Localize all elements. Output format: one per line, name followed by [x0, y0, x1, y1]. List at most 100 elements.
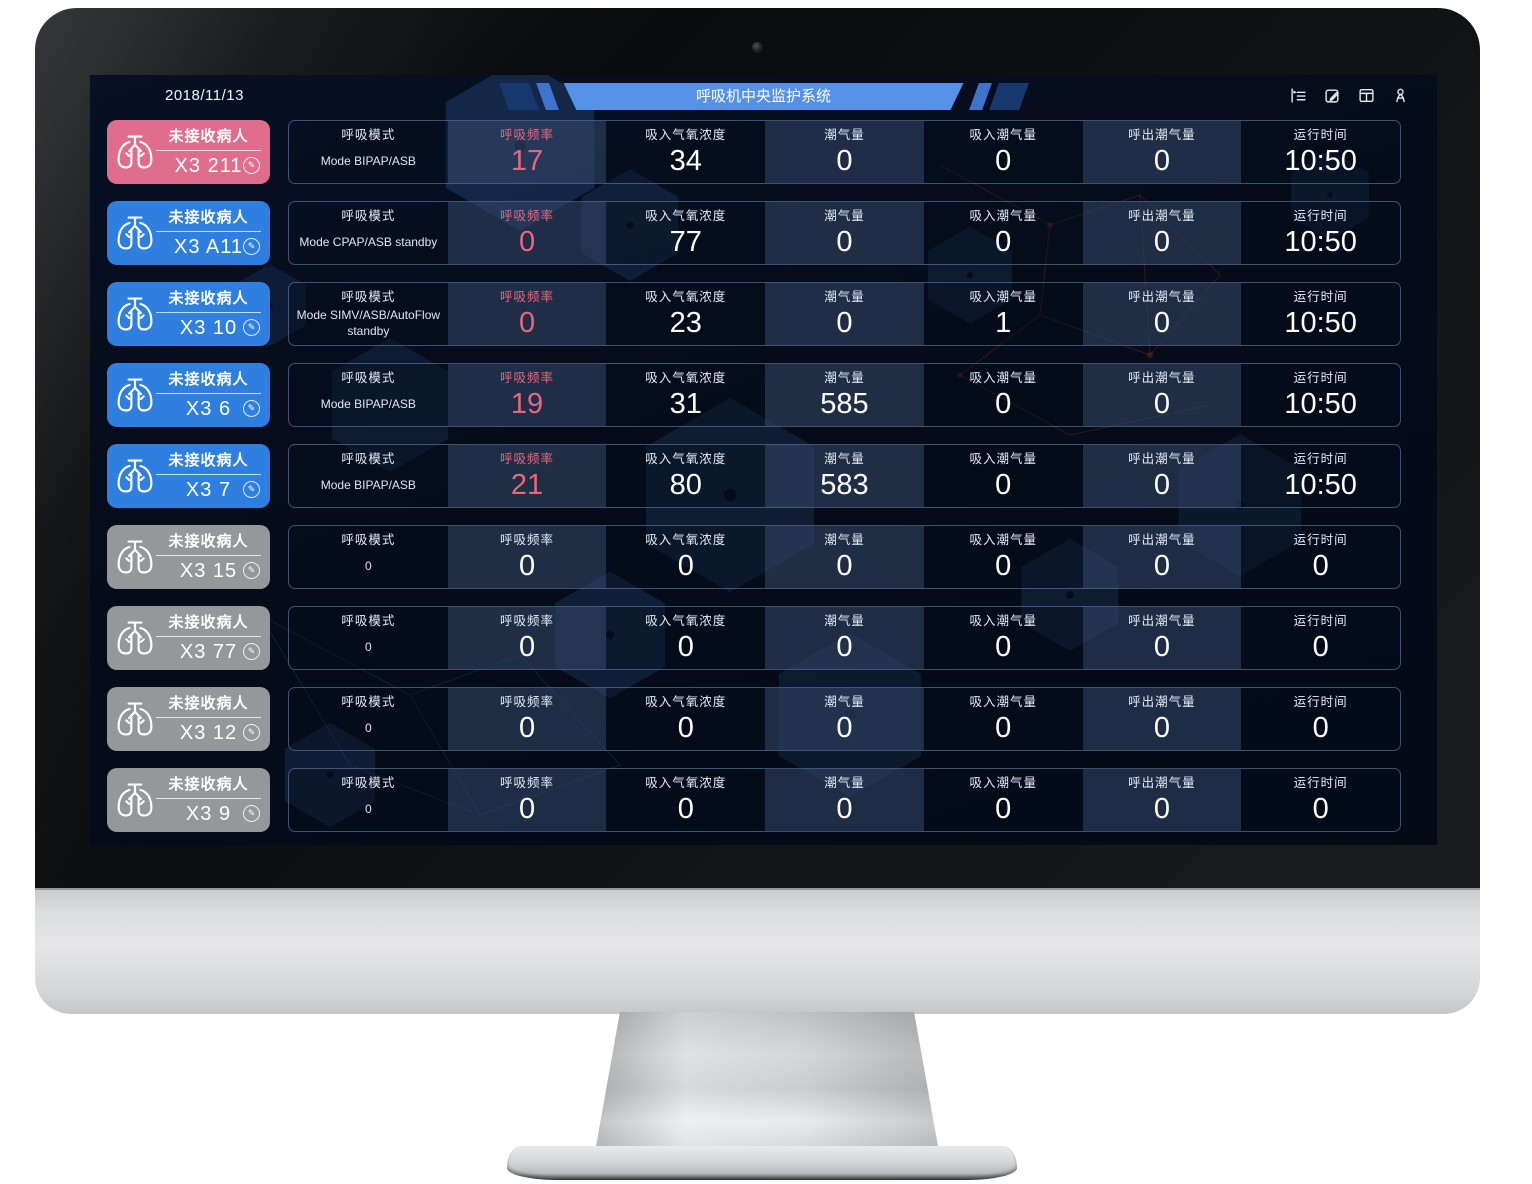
value-respiratory-rate: 0 — [518, 307, 536, 340]
device-id-row: X3 77 ✎ — [156, 637, 261, 662]
cell-expired-tidal-volume: 呼出潮气量 0 — [1082, 688, 1242, 750]
badge-text: 未接收病人 X3 77 ✎ — [156, 615, 261, 662]
badge-divider — [156, 797, 261, 799]
value-tidal-volume: 0 — [836, 145, 853, 178]
value-respiratory-rate: 0 — [518, 793, 536, 826]
patient-badge[interactable]: 未接收病人 X3 15 ✎ — [107, 525, 270, 589]
badge-text: 未接收病人 X3 A11 ✎ — [156, 210, 261, 257]
value-mode: 0 — [365, 559, 372, 574]
banner-stripe — [498, 83, 539, 110]
col-label-expired-tidal-volume: 呼出潮气量 — [1128, 695, 1196, 709]
value-run-time: 10:50 — [1284, 469, 1357, 502]
patient-badge[interactable]: 未接收病人 X3 12 ✎ — [107, 687, 270, 751]
cell-expired-tidal-volume: 呼出潮气量 0 — [1082, 607, 1242, 669]
edit-icon[interactable]: ✎ — [243, 804, 260, 822]
edit-icon[interactable]: ✎ — [243, 480, 260, 498]
cell-fio2: 吸入气氧浓度 0 — [606, 769, 765, 831]
cell-fio2: 吸入气氧浓度 31 — [606, 364, 765, 426]
value-tidal-volume: 0 — [836, 631, 853, 664]
vitals-panel: 呼吸模式 0 呼吸频率 0 吸入气氧浓度 0 潮气量 0 吸入潮气量 0 呼出潮… — [288, 525, 1401, 589]
col-label-inspired-tidal-volume: 吸入潮气量 — [969, 695, 1037, 709]
badge-text: 未接收病人 X3 15 ✎ — [156, 534, 261, 581]
cell-expired-tidal-volume: 呼出潮气量 0 — [1082, 445, 1242, 507]
cell-mode: 呼吸模式 Mode SIMV/ASB/AutoFlow standby — [289, 283, 448, 345]
value-inspired-tidal-volume: 1 — [995, 307, 1012, 340]
cell-run-time: 运行时间 0 — [1241, 688, 1400, 750]
col-label-tidal-volume: 潮气量 — [824, 452, 865, 466]
patient-row: 未接收病人 X3 7 ✎ 呼吸模式 Mode BIPAP/ASB 呼吸频率 21… — [107, 444, 1401, 508]
layout-icon[interactable] — [1357, 86, 1375, 104]
value-respiratory-rate: 21 — [510, 469, 544, 502]
value-expired-tidal-volume: 0 — [1153, 793, 1170, 826]
edit-icon[interactable]: ✎ — [243, 642, 260, 660]
badge-text: 未接收病人 X3 211 ✎ — [156, 129, 261, 176]
cell-tidal-volume: 潮气量 0 — [765, 202, 924, 264]
col-label-mode: 呼吸模式 — [341, 128, 396, 142]
edit-icon[interactable]: ✎ — [243, 237, 260, 255]
badge-text: 未接收病人 X3 7 ✎ — [156, 453, 261, 500]
value-tidal-volume: 0 — [836, 712, 853, 745]
cell-tidal-volume: 潮气量 0 — [765, 607, 924, 669]
col-label-expired-tidal-volume: 呼出潮气量 — [1128, 209, 1196, 223]
monitor-stand-base — [507, 1146, 1017, 1180]
patient-status-label: 未接收病人 — [168, 127, 249, 145]
user-icon[interactable] — [1391, 86, 1409, 104]
cell-mode: 呼吸模式 Mode CPAP/ASB standby — [289, 202, 448, 264]
patient-badge[interactable]: 未接收病人 X3 9 ✎ — [107, 768, 270, 832]
patient-badge[interactable]: 未接收病人 X3 211 ✎ — [107, 120, 270, 184]
vitals-panel: 呼吸模式 Mode BIPAP/ASB 呼吸频率 17 吸入气氧浓度 34 潮气… — [288, 120, 1401, 184]
edit-icon[interactable]: ✎ — [243, 399, 260, 417]
patient-status-label: 未接收病人 — [168, 289, 249, 307]
device-id: X3 15 — [179, 559, 238, 582]
cell-expired-tidal-volume: 呼出潮气量 0 — [1082, 364, 1242, 426]
top-bar: 2018/11/13 呼吸机中央监护系统 — [90, 75, 1437, 117]
cell-respiratory-rate: 呼吸频率 21 — [447, 445, 607, 507]
patient-badge[interactable]: 未接收病人 X3 A11 ✎ — [107, 201, 270, 265]
edit-icon[interactable]: ✎ — [243, 723, 260, 741]
device-id: X3 10 — [179, 316, 238, 339]
edit-icon[interactable]: ✎ — [243, 318, 260, 336]
cell-run-time: 运行时间 0 — [1241, 526, 1400, 588]
patient-list: 未接收病人 X3 211 ✎ 呼吸模式 Mode BIPAP/ASB 呼吸频率 … — [107, 120, 1401, 845]
cell-mode: 呼吸模式 0 — [289, 688, 448, 750]
value-run-time: 10:50 — [1284, 145, 1357, 178]
cell-inspired-tidal-volume: 吸入潮气量 0 — [924, 445, 1083, 507]
vitals-panel: 呼吸模式 Mode CPAP/ASB standby 呼吸频率 0 吸入气氧浓度… — [288, 201, 1401, 265]
patient-badge[interactable]: 未接收病人 X3 10 ✎ — [107, 282, 270, 346]
col-label-run-time: 运行时间 — [1293, 452, 1348, 466]
cell-tidal-volume: 潮气量 585 — [765, 364, 924, 426]
col-label-mode: 呼吸模式 — [341, 695, 396, 709]
cell-fio2: 吸入气氧浓度 0 — [606, 526, 765, 588]
cell-inspired-tidal-volume: 吸入潮气量 0 — [924, 202, 1083, 264]
edit-icon[interactable]: ✎ — [243, 156, 260, 174]
cell-inspired-tidal-volume: 吸入潮气量 0 — [924, 688, 1083, 750]
value-fio2: 0 — [677, 631, 694, 664]
badge-divider — [156, 392, 261, 394]
col-label-fio2: 吸入气氧浓度 — [645, 452, 727, 466]
device-id: X3 7 — [185, 478, 232, 501]
device-id-row: X3 10 ✎ — [156, 313, 261, 338]
col-label-respiratory-rate: 呼吸频率 — [500, 290, 555, 304]
edit-icon[interactable]: ✎ — [243, 561, 260, 579]
cell-tidal-volume: 潮气量 0 — [765, 688, 924, 750]
cell-tidal-volume: 潮气量 583 — [765, 445, 924, 507]
device-id-row: X3 7 ✎ — [156, 475, 261, 500]
cell-run-time: 运行时间 10:50 — [1241, 202, 1400, 264]
cell-mode: 呼吸模式 0 — [289, 607, 448, 669]
col-label-mode: 呼吸模式 — [341, 371, 396, 385]
cell-run-time: 运行时间 0 — [1241, 607, 1400, 669]
tree-menu-icon[interactable] — [1289, 86, 1307, 104]
col-label-fio2: 吸入气氧浓度 — [645, 776, 727, 790]
col-label-tidal-volume: 潮气量 — [824, 371, 865, 385]
value-run-time: 0 — [1312, 550, 1329, 583]
lung-icon — [114, 457, 156, 495]
edit-note-icon[interactable] — [1323, 86, 1341, 104]
col-label-respiratory-rate: 呼吸频率 — [500, 371, 555, 385]
patient-badge[interactable]: 未接收病人 X3 7 ✎ — [107, 444, 270, 508]
patient-badge[interactable]: 未接收病人 X3 77 ✎ — [107, 606, 270, 670]
patient-badge[interactable]: 未接收病人 X3 6 ✎ — [107, 363, 270, 427]
col-label-run-time: 运行时间 — [1293, 209, 1348, 223]
value-respiratory-rate: 0 — [518, 712, 536, 745]
device-id-row: X3 9 ✎ — [156, 799, 261, 824]
cell-fio2: 吸入气氧浓度 23 — [606, 283, 765, 345]
